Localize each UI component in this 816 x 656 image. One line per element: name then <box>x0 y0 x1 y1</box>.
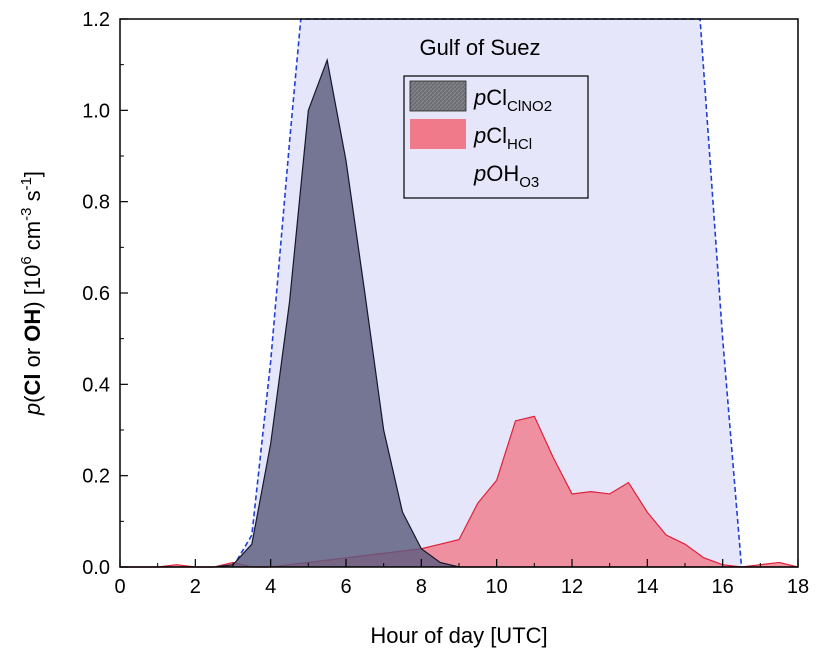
legend: pClClNO2 pClHCl pOHO3 <box>403 75 589 199</box>
y-axis-title-prefix: p <box>20 403 45 416</box>
series-line-pcl-hcl <box>120 415 799 568</box>
y-axis-title-exp3: -1 <box>18 177 35 190</box>
x-tick-label: 8 <box>416 576 427 598</box>
y-axis-title-exp2: -3 <box>18 208 35 221</box>
y-tick-label: 0.8 <box>82 192 110 214</box>
x-tick-label: 6 <box>340 576 351 598</box>
y-tick-label: 1.2 <box>82 9 110 31</box>
y-axis-title-open: ( <box>20 395 45 403</box>
y-axis-title-close: ) [10 <box>20 265 45 309</box>
y-axis-ticks: 0.0 0.2 0.4 0.6 0.8 1.0 1.2 <box>82 9 128 579</box>
y-axis-title-cl: Cl <box>20 373 45 395</box>
x-tick-label: 16 <box>712 576 734 598</box>
y-axis-title-unit1: cm <box>20 221 45 256</box>
x-tick-label: 12 <box>561 576 583 598</box>
x-tick-label: 0 <box>114 576 125 598</box>
x-tick-label: 18 <box>787 576 809 598</box>
y-axis-title-oh: OH <box>20 309 45 342</box>
legend-swatch <box>410 119 466 149</box>
series-area-pcl-clno2 <box>120 60 798 567</box>
legend-swatch <box>409 80 467 112</box>
x-tick-label: 4 <box>265 576 276 598</box>
chart-annotation: Gulf of Suez <box>419 35 540 60</box>
series-area-pcl-hcl <box>120 416 798 567</box>
x-axis-ticks: 0 2 4 6 8 10 12 14 16 18 <box>114 559 809 598</box>
y-tick-label: 0.4 <box>82 374 110 396</box>
y-axis-title-or: or <box>20 342 45 374</box>
y-tick-label: 1.0 <box>82 100 110 122</box>
x-tick-label: 2 <box>190 576 201 598</box>
y-tick-label: 0.0 <box>82 557 110 579</box>
x-tick-label: 14 <box>636 576 658 598</box>
x-axis-title: Hour of day [UTC] <box>370 623 547 648</box>
legend-label: pClClNO2 <box>473 85 552 115</box>
legend-swatch <box>410 157 466 187</box>
y-axis-title-end: ] <box>20 171 45 177</box>
y-tick-label: 0.6 <box>82 283 110 305</box>
series-line-poh-o3 <box>232 18 743 568</box>
x-tick-label: 10 <box>486 576 508 598</box>
legend-box <box>403 75 589 199</box>
y-axis-title: p(Cl or OH) [106 cm-3 s-1] <box>18 171 45 416</box>
y-tick-label: 0.2 <box>82 466 110 488</box>
series-line-pcl-clno2 <box>120 57 798 568</box>
plot-areas <box>120 18 799 568</box>
legend-label: pOHO3 <box>473 161 539 191</box>
legend-label: pClHCl <box>473 123 532 153</box>
y-axis-title-exp1: 6 <box>18 256 35 264</box>
y-axis-title-unit2: s <box>20 190 45 207</box>
